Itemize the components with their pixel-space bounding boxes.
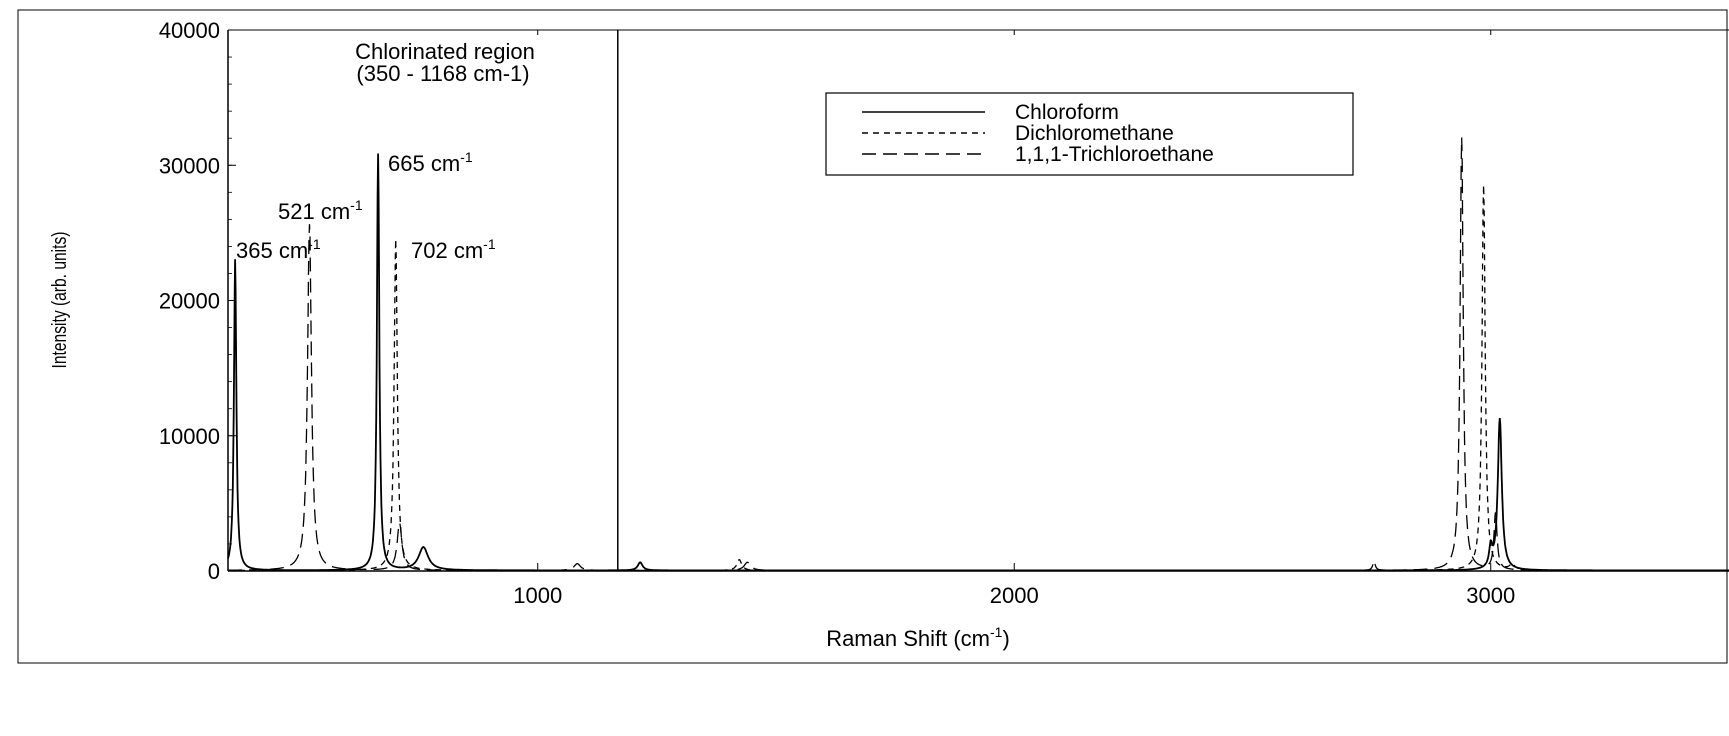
legend-label: Chloroform — [1015, 101, 1119, 124]
x-axis-label-sup: -1 — [990, 624, 1003, 640]
x-tick-label: 2000 — [990, 583, 1039, 608]
series-1-1-1-trichloroethane — [228, 137, 1729, 572]
y-axis-label: Intensity (arb. units) — [48, 232, 70, 369]
outer-frame — [17, 9, 1728, 664]
x-tick-label: 3000 — [1466, 583, 1515, 608]
region-label-line2: (350 - 1168 cm-1) — [356, 61, 529, 86]
region-label-line1: Chlorinated region — [355, 39, 535, 64]
axes: 0 10000 20000 30000 40000 1000 2000 3000 Chlorin… — [159, 18, 1729, 608]
annotations: 665 cm-1 521 cm-1 365 cm-1 702 cm-1 — [236, 149, 496, 263]
y-tick-label: 20000 — [159, 289, 220, 314]
series-chloroform — [227, 153, 1729, 572]
legend-box — [825, 92, 1354, 176]
peak-annotation: 365 cm-1 — [236, 236, 321, 263]
y-tick-label: 40000 — [159, 18, 220, 43]
legend: ChloroformDichloromethane1,1,1-Trichloro… — [825, 92, 1354, 176]
y-tick-label: 0 — [208, 559, 220, 584]
peak-annotation: 665 cm-1 — [388, 149, 473, 176]
x-axis-label: Raman Shift (cm-1) — [826, 624, 1010, 651]
y-tick-label: 30000 — [159, 153, 220, 178]
peak-annotation: 702 cm-1 — [411, 236, 496, 263]
legend-label: 1,1,1-Trichloroethane — [1015, 143, 1214, 166]
x-axis-label-text: Raman Shift (cm — [826, 626, 990, 651]
y-tick-label: 10000 — [159, 424, 220, 449]
peak-annotation: 521 cm-1 — [278, 197, 363, 224]
series-layer — [227, 137, 1729, 572]
x-tick-label: 1000 — [513, 583, 562, 608]
x-axis-label-suffix: ) — [1002, 626, 1009, 651]
legend-label: Dichloromethane — [1015, 122, 1174, 145]
